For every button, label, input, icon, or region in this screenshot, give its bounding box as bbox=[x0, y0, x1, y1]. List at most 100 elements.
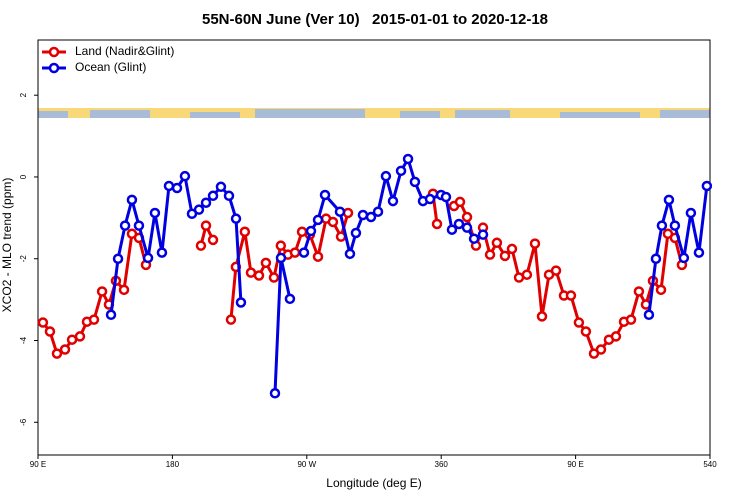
data-point bbox=[334, 206, 346, 217]
data-point bbox=[484, 249, 496, 260]
data-point bbox=[156, 247, 168, 258]
x-tick-label: 540 bbox=[703, 460, 717, 469]
y-axis-label: XCO2 - MLO trend (ppm) bbox=[0, 178, 14, 313]
data-point bbox=[305, 225, 317, 237]
map-strip bbox=[38, 108, 710, 118]
chart-title: 55N-60N June (Ver 10) 2015-01-01 to 2020… bbox=[202, 11, 548, 28]
data-point bbox=[506, 243, 518, 255]
data-point bbox=[453, 218, 465, 230]
data-point bbox=[431, 218, 443, 230]
data-line bbox=[453, 199, 684, 356]
data-point bbox=[424, 193, 436, 205]
data-point bbox=[149, 207, 161, 219]
data-point bbox=[565, 290, 577, 301]
data-point bbox=[610, 331, 622, 342]
data-point bbox=[342, 207, 354, 219]
x-tick-label: 180 bbox=[166, 460, 180, 469]
data-point bbox=[693, 247, 705, 258]
data-point bbox=[275, 240, 287, 251]
data-point bbox=[663, 194, 675, 206]
legend-label: Ocean (Glint) bbox=[75, 60, 146, 74]
x-tick-label: 90 E bbox=[567, 460, 583, 469]
data-point bbox=[319, 189, 331, 201]
data-point bbox=[88, 314, 100, 325]
data-point bbox=[239, 226, 251, 238]
data-point bbox=[327, 216, 339, 228]
data-point bbox=[105, 309, 117, 321]
data-point bbox=[643, 309, 655, 321]
data-point bbox=[44, 326, 56, 337]
data-point bbox=[357, 209, 369, 221]
data-point bbox=[37, 317, 49, 328]
y-tick-label: -6 bbox=[19, 418, 28, 426]
data-point bbox=[521, 269, 533, 280]
data-point bbox=[215, 181, 227, 193]
data-point bbox=[650, 253, 662, 264]
data-point bbox=[372, 206, 384, 217]
data-point bbox=[253, 270, 265, 281]
data-point bbox=[409, 176, 421, 188]
data-point bbox=[461, 222, 473, 233]
y-tick-label: -4 bbox=[19, 336, 28, 344]
data-line bbox=[41, 231, 148, 356]
data-point bbox=[289, 247, 301, 258]
data-point bbox=[245, 267, 257, 278]
data-point bbox=[529, 238, 541, 249]
plot-frame bbox=[37, 39, 711, 456]
data-point bbox=[655, 284, 667, 296]
data-point bbox=[365, 211, 377, 223]
data-point bbox=[284, 293, 296, 305]
data-point bbox=[163, 180, 175, 192]
data-point bbox=[225, 314, 237, 325]
data-point bbox=[126, 194, 138, 206]
data-point bbox=[195, 240, 207, 251]
data-point bbox=[312, 214, 324, 226]
data-point bbox=[550, 265, 562, 276]
data-point bbox=[595, 344, 607, 355]
data-point bbox=[59, 344, 71, 355]
data-point bbox=[312, 251, 324, 262]
data-point bbox=[179, 170, 191, 182]
data-point bbox=[133, 220, 145, 231]
data-point bbox=[477, 229, 489, 240]
data-point bbox=[193, 204, 205, 215]
data-point bbox=[230, 213, 242, 224]
data-point bbox=[573, 317, 585, 328]
y-tick-label: 0 bbox=[19, 174, 28, 179]
data-point bbox=[112, 253, 124, 264]
data-point bbox=[701, 180, 713, 192]
data-point bbox=[260, 257, 272, 269]
data-point bbox=[268, 272, 280, 283]
legend-marker bbox=[48, 46, 60, 58]
data-point bbox=[207, 234, 219, 246]
data-point bbox=[625, 314, 637, 325]
legend-label: Land (Nadir&Glint) bbox=[75, 44, 174, 58]
data-point bbox=[669, 220, 681, 231]
data-point bbox=[74, 331, 86, 342]
data-point bbox=[269, 388, 281, 399]
data-point bbox=[275, 252, 287, 264]
data-point bbox=[119, 220, 131, 231]
data-point bbox=[685, 207, 697, 219]
x-tick-label: 90 E bbox=[30, 460, 46, 469]
data-point bbox=[580, 326, 592, 337]
data-point bbox=[118, 284, 130, 296]
data-point bbox=[656, 220, 668, 231]
data-point bbox=[96, 286, 108, 297]
data-point bbox=[200, 220, 212, 231]
data-point bbox=[142, 252, 154, 264]
y-tick-label: -2 bbox=[19, 255, 28, 263]
data-point bbox=[200, 197, 212, 208]
data-point bbox=[387, 195, 399, 207]
data-point bbox=[235, 297, 247, 308]
legend-marker bbox=[48, 62, 60, 74]
data-point bbox=[344, 248, 356, 260]
data-point bbox=[298, 247, 310, 258]
data-point bbox=[461, 211, 473, 223]
data-point bbox=[402, 153, 414, 165]
data-point bbox=[51, 348, 63, 359]
data-point bbox=[171, 182, 183, 194]
data-point bbox=[395, 165, 407, 177]
x-axis-label: Longitude (deg E) bbox=[326, 476, 421, 490]
